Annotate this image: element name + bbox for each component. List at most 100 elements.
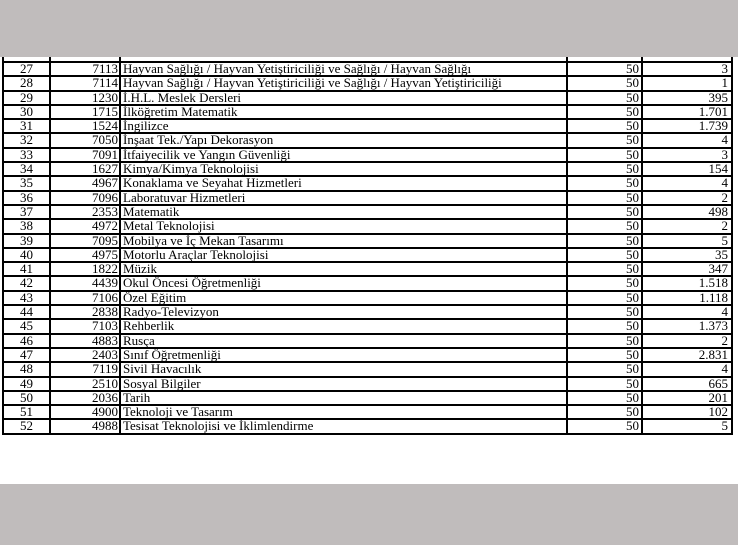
cell-row-number: 48: [2, 361, 51, 378]
cell-quota: 50: [566, 103, 643, 121]
cell-code: 7096: [49, 189, 121, 206]
cell-quota: 50: [566, 361, 643, 378]
cell-field-name: İ.H.L. Meslek Dersleri: [119, 89, 568, 106]
cell-field-name: Hayvan Sağlığı / Hayvan Yetiştiriciliği …: [119, 60, 568, 78]
table-row: 28 7114 Hayvan Sağlığı / Hayvan Yetiştiric…: [2, 75, 733, 92]
table-row: 33 7091 İtfaiyecilik ve Yangın Güvenliği 50…: [2, 146, 733, 164]
cell-quota: 50: [566, 146, 643, 164]
cell-code: 7050: [49, 132, 121, 149]
cell-quota: 50: [566, 375, 643, 392]
cell-field-name: İngilizce: [119, 118, 568, 135]
cell-count: 2: [641, 332, 733, 349]
cell-code: 4975: [49, 246, 121, 264]
cell-row-number: 52: [2, 418, 51, 435]
cell-row-number: 42: [2, 275, 51, 292]
table-row: 51 4900 Teknoloji ve Tasarım 50 102: [2, 404, 733, 421]
cell-count: 1.118: [641, 289, 733, 307]
cell-count: 665: [641, 375, 733, 392]
cell-count: 1.701: [641, 103, 733, 121]
cell-field-name: Sosyal Bilgiler: [119, 375, 568, 392]
cell-quota: 50: [566, 175, 643, 192]
table-row: 29 1230 İ.H.L. Meslek Dersleri 50 395: [2, 89, 733, 106]
cell-code: 2838: [49, 304, 121, 321]
cell-count: 1.739: [641, 118, 733, 135]
cell-row-number: 28: [2, 75, 51, 92]
document-page: 27 7113 Hayvan Sağlığı / Hayvan Yetiştiric…: [0, 57, 738, 484]
cell-row-number: 33: [2, 146, 51, 164]
cell-row-number: 50: [2, 389, 51, 407]
cell-quota: 50: [566, 275, 643, 292]
cell-row-number: 43: [2, 289, 51, 307]
cell-code: 2510: [49, 375, 121, 392]
cell-row-number: 44: [2, 304, 51, 321]
table-row: 32 7050 İnşaat Tek./Yapı Dekorasyon 50 4: [2, 132, 733, 149]
cell-row-number: 39: [2, 232, 51, 249]
table-row: 49 2510 Sosyal Bilgiler 50 665: [2, 375, 733, 392]
cell-count: 5: [641, 418, 733, 435]
cell-quota: 50: [566, 246, 643, 264]
table-row: 34 1627 Kimya/Kimya Teknolojisi 50 154: [2, 161, 733, 178]
cell-count: 4: [641, 132, 733, 149]
cell-count: 4: [641, 175, 733, 192]
cell-code: 2403: [49, 346, 121, 364]
table-row: 44 2838 Radyo-Televizyon 50 4: [2, 304, 733, 321]
cell-code: 2036: [49, 389, 121, 407]
cell-count: 1.373: [641, 318, 733, 335]
cell-code: 7106: [49, 289, 121, 307]
cell-code: 1230: [49, 89, 121, 106]
table-row: 37 2353 Matematik 50 498: [2, 203, 733, 221]
cell-row-number: 45: [2, 318, 51, 335]
cell-row-number: 36: [2, 189, 51, 206]
cell-quota: 50: [566, 289, 643, 307]
cell-quota: 50: [566, 75, 643, 92]
cell-row-number: 40: [2, 246, 51, 264]
cell-field-name: Özel Eğitim: [119, 289, 568, 307]
cell-count: 2: [641, 189, 733, 206]
cell-quota: 50: [566, 389, 643, 407]
cell-code: 4439: [49, 275, 121, 292]
cell-quota: 50: [566, 203, 643, 221]
cell-code: 1627: [49, 161, 121, 178]
cell-code: 1524: [49, 118, 121, 135]
cell-code: 2353: [49, 203, 121, 221]
cell-count: 5: [641, 232, 733, 249]
cell-field-name: Laboratuvar Hizmetleri: [119, 189, 568, 206]
cell-quota: 50: [566, 132, 643, 149]
cell-count: 1: [641, 75, 733, 92]
cell-field-name: Hayvan Sağlığı / Hayvan Yetiştiriciliği …: [119, 75, 568, 92]
cell-count: 201: [641, 389, 733, 407]
table-row: 43 7106 Özel Eğitim 50 1.118: [2, 289, 733, 307]
cell-code: 1822: [49, 261, 121, 278]
table-row: 27 7113 Hayvan Sağlığı / Hayvan Yetiştiric…: [2, 60, 733, 78]
cell-field-name: Sınıf Öğretmenliği: [119, 346, 568, 364]
cell-field-name: Müzik: [119, 261, 568, 278]
cell-count: 2.831: [641, 346, 733, 364]
cell-count: 3: [641, 146, 733, 164]
cell-row-number: 35: [2, 175, 51, 192]
cell-quota: 50: [566, 418, 643, 435]
cell-row-number: 31: [2, 118, 51, 135]
cell-quota: 50: [566, 232, 643, 249]
cell-row-number: 49: [2, 375, 51, 392]
cell-quota: 50: [566, 161, 643, 178]
cell-row-number: 46: [2, 332, 51, 349]
cell-code: 7119: [49, 361, 121, 378]
cell-field-name: Konaklama ve Seyahat Hizmetleri: [119, 175, 568, 192]
cell-code: 4988: [49, 418, 121, 435]
table-row: 31 1524 İngilizce 50 1.739: [2, 118, 733, 135]
cell-code: 4972: [49, 218, 121, 235]
cell-code: 1715: [49, 103, 121, 121]
table-row: 46 4883 Rusça 50 2: [2, 332, 733, 349]
table-row: 39 7095 Mobilya ve İç Mekan Tasarımı 50 5: [2, 232, 733, 249]
cell-code: 7091: [49, 146, 121, 164]
cell-count: 498: [641, 203, 733, 221]
table-row: 40 4975 Motorlu Araçlar Teknolojisi 50 35: [2, 246, 733, 264]
cell-field-name: Okul Öncesi Öğretmenliği: [119, 275, 568, 292]
cell-code: 7095: [49, 232, 121, 249]
cell-count: 2: [641, 218, 733, 235]
cell-code: 4900: [49, 404, 121, 421]
cell-row-number: 51: [2, 404, 51, 421]
cell-quota: 50: [566, 60, 643, 78]
cell-count: 35: [641, 246, 733, 264]
cell-quota: 50: [566, 189, 643, 206]
